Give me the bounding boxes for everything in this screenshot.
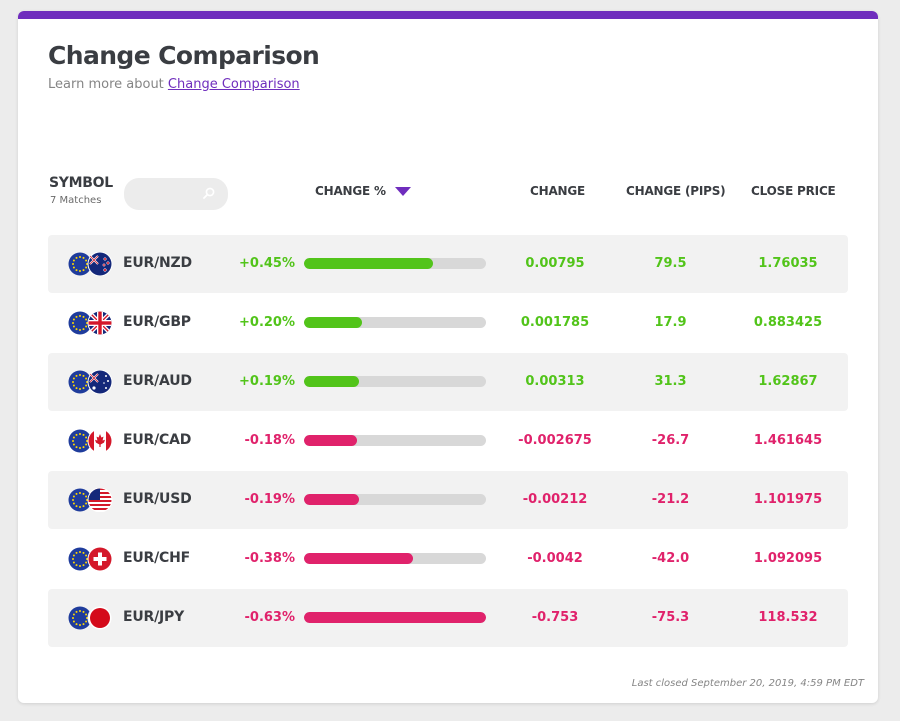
pair-label: EUR/USD xyxy=(123,491,192,507)
change-pct-value: +0.20% xyxy=(239,315,295,330)
change-bar-fill xyxy=(304,258,434,269)
change-column-header[interactable]: CHANGE xyxy=(530,184,586,198)
change-bar xyxy=(304,258,486,269)
pair-label: EUR/CAD xyxy=(123,432,192,448)
subtitle-text: Learn more about xyxy=(48,77,168,92)
change-bar-fill xyxy=(304,494,359,505)
eu-flag-icon xyxy=(68,547,92,571)
change-pips-value: -21.2 xyxy=(651,492,690,507)
au-flag-icon xyxy=(87,370,113,394)
subtitle: Learn more about Change Comparison xyxy=(48,77,300,92)
change-pct-value: +0.19% xyxy=(239,374,295,389)
change-pct-column-header[interactable]: CHANGE % xyxy=(315,184,386,198)
symbol-search-input[interactable] xyxy=(124,178,228,210)
close-price-value: 1.092095 xyxy=(753,551,823,566)
change-bar-fill xyxy=(304,317,363,328)
eu-flag-icon xyxy=(68,429,92,453)
eu-flag-icon xyxy=(68,488,92,512)
ch-flag-icon xyxy=(87,547,113,571)
change-value: 0.001785 xyxy=(520,315,590,330)
close-price-value: 1.76035 xyxy=(758,256,818,271)
change-pips-value: -26.7 xyxy=(651,433,690,448)
close-price-value: 0.883425 xyxy=(753,315,823,330)
change-pips-column-header[interactable]: CHANGE (PIPS) xyxy=(626,184,726,198)
change-pips-value: 17.9 xyxy=(654,315,687,330)
us-flag-icon xyxy=(87,488,113,512)
pair-label: EUR/NZD xyxy=(123,255,192,271)
close-price-value: 1.62867 xyxy=(758,374,818,389)
eu-flag-icon xyxy=(68,606,92,630)
change-value: -0.002675 xyxy=(518,433,592,448)
sort-descending-icon[interactable] xyxy=(395,187,411,196)
search-icon xyxy=(203,187,215,199)
pair-label: EUR/AUD xyxy=(123,373,192,389)
ca-flag-icon xyxy=(87,429,113,453)
change-pips-value: 31.3 xyxy=(654,374,687,389)
change-bar xyxy=(304,494,486,505)
close-price-value: 1.461645 xyxy=(753,433,823,448)
change-bar-fill xyxy=(304,376,359,387)
eu-flag-icon xyxy=(68,370,92,394)
table-row[interactable]: EUR/NZD +0.45% 0.00795 79.5 1.76035 xyxy=(48,235,848,293)
gb-flag-icon xyxy=(87,311,113,335)
change-pct-value: -0.19% xyxy=(244,492,296,507)
learn-more-link[interactable]: Change Comparison xyxy=(167,77,300,92)
eu-flag-icon xyxy=(68,311,92,335)
change-pct-value: -0.38% xyxy=(244,551,296,566)
change-value: -0.753 xyxy=(531,610,579,625)
close-price-value: 1.101975 xyxy=(753,492,823,507)
nz-flag-icon xyxy=(87,252,113,276)
table-row[interactable]: EUR/GBP +0.20% 0.001785 17.9 0.883425 xyxy=(48,294,848,352)
change-bar xyxy=(304,317,486,328)
change-bar xyxy=(304,553,486,564)
change-bar xyxy=(304,435,486,446)
table-row[interactable]: EUR/AUD +0.19% 0.00313 31.3 1.62867 xyxy=(48,353,848,411)
close-price-value: 118.532 xyxy=(758,610,818,625)
change-value: -0.0042 xyxy=(527,551,583,566)
close-price-column-header[interactable]: CLOSE PRICE xyxy=(751,184,836,198)
table-row[interactable]: EUR/CHF -0.38% -0.0042 -42.0 1.092095 xyxy=(48,530,848,588)
change-bar xyxy=(304,612,486,623)
change-bar-fill xyxy=(304,435,357,446)
pair-label: EUR/GBP xyxy=(123,314,191,330)
table-row[interactable]: EUR/JPY -0.63% -0.753 -75.3 118.532 xyxy=(48,589,848,647)
change-pips-value: -42.0 xyxy=(651,551,690,566)
change-bar xyxy=(304,376,486,387)
change-bar-fill xyxy=(304,553,414,564)
table-row[interactable]: EUR/CAD -0.18% -0.002675 -26.7 1.461645 xyxy=(48,412,848,470)
pair-label: EUR/CHF xyxy=(123,550,190,566)
change-value: 0.00795 xyxy=(525,256,585,271)
change-comparison-card: Change Comparison Learn more about Chang… xyxy=(18,11,878,703)
jp-flag-icon xyxy=(87,606,113,630)
change-bar-fill xyxy=(304,612,486,623)
symbol-column-header[interactable]: SYMBOL xyxy=(49,175,113,191)
change-pct-value: +0.45% xyxy=(239,256,295,271)
change-pct-value: -0.18% xyxy=(244,433,296,448)
matches-count: 7 Matches xyxy=(50,195,102,206)
eu-flag-icon xyxy=(68,252,92,276)
change-pips-value: 79.5 xyxy=(654,256,687,271)
change-value: 0.00313 xyxy=(525,374,585,389)
table-row[interactable]: EUR/USD -0.19% -0.00212 -21.2 1.101975 xyxy=(48,471,848,529)
change-pips-value: -75.3 xyxy=(651,610,690,625)
page-title: Change Comparison xyxy=(48,41,320,70)
change-value: -0.00212 xyxy=(522,492,588,507)
card-accent-bar xyxy=(18,11,878,19)
last-closed-timestamp: Last closed September 20, 2019, 4:59 PM … xyxy=(631,678,864,689)
pair-label: EUR/JPY xyxy=(123,609,185,625)
change-pct-value: -0.63% xyxy=(244,610,296,625)
